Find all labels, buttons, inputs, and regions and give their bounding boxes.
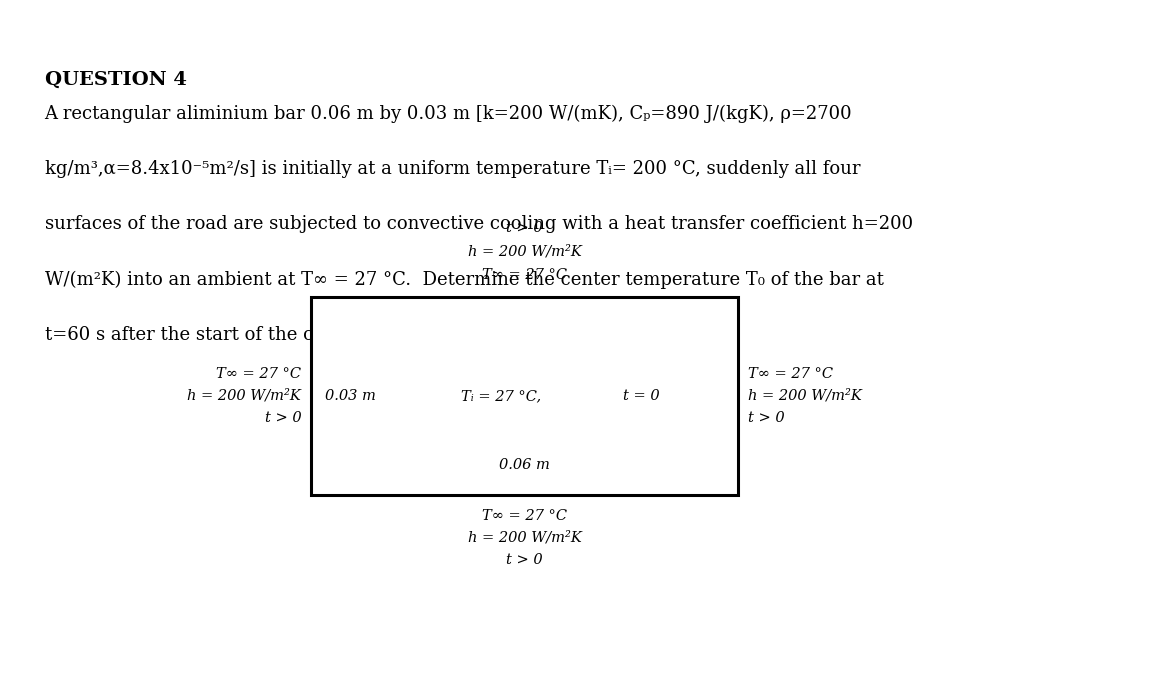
Text: surfaces of the road are subjected to convective cooling with a heat transfer co: surfaces of the road are subjected to co…	[45, 215, 913, 233]
Text: h = 200 W/m²K: h = 200 W/m²K	[188, 389, 301, 403]
Text: t=60 s after the start of the cooling: t=60 s after the start of the cooling	[45, 326, 369, 344]
Text: t > 0: t > 0	[506, 220, 543, 235]
Text: t > 0: t > 0	[506, 553, 543, 567]
Text: T∞ = 27 °C: T∞ = 27 °C	[482, 509, 567, 522]
Bar	[311, 297, 738, 495]
Text: T∞ = 27 °C: T∞ = 27 °C	[748, 367, 833, 381]
Text: h = 200 W/m²K: h = 200 W/m²K	[748, 389, 861, 403]
Text: T∞ = 27 °C: T∞ = 27 °C	[482, 268, 567, 282]
Text: W/(m²K) into an ambient at T∞ = 27 °C.  Determine the center temperature T₀ of t: W/(m²K) into an ambient at T∞ = 27 °C. D…	[45, 270, 884, 288]
Text: A rectangular aliminium bar 0.06 m by 0.03 m [k=200 W/(mK), Cₚ=890 J/(kgK), ρ=27: A rectangular aliminium bar 0.06 m by 0.…	[45, 104, 852, 123]
Text: t > 0: t > 0	[748, 410, 784, 425]
Text: 0.03 m: 0.03 m	[325, 389, 375, 403]
Text: Tᵢ = 27 °C,: Tᵢ = 27 °C,	[461, 389, 541, 403]
Text: kg/m³,α=8.4x10⁻⁵m²/s] is initially at a uniform temperature Tᵢ= 200 °C, suddenly: kg/m³,α=8.4x10⁻⁵m²/s] is initially at a …	[45, 160, 860, 178]
Text: t = 0: t = 0	[624, 389, 660, 403]
Text: h = 200 W/m²K: h = 200 W/m²K	[468, 244, 581, 258]
Text: 0.06 m: 0.06 m	[499, 458, 550, 472]
Text: h = 200 W/m²K: h = 200 W/m²K	[468, 531, 581, 545]
Text: T∞ = 27 °C: T∞ = 27 °C	[216, 367, 301, 381]
Text: t > 0: t > 0	[265, 410, 301, 425]
Text: QUESTION 4: QUESTION 4	[45, 71, 186, 89]
